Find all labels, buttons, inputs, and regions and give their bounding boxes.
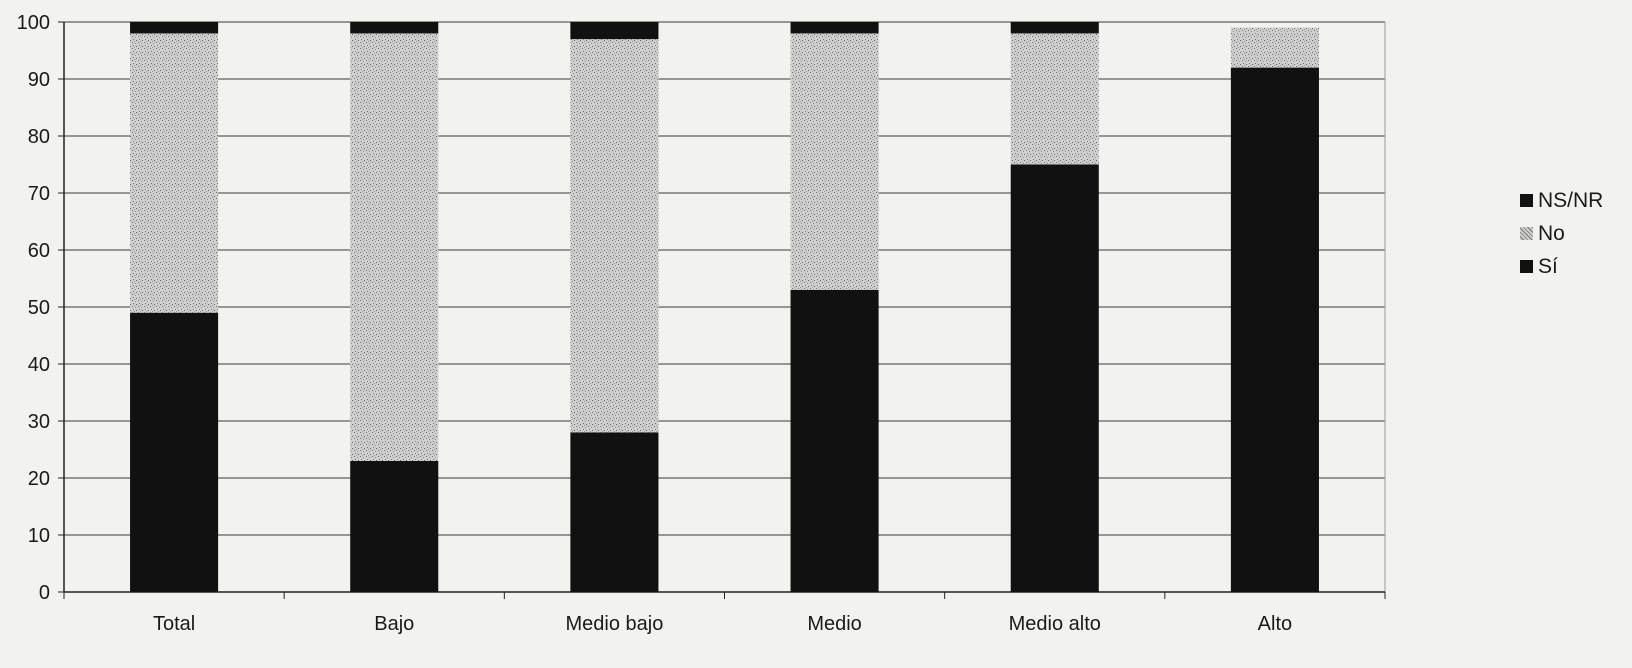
bar-segment-s--total (130, 312, 219, 592)
bar-segment-no-medio-alto (1010, 33, 1099, 165)
axes (58, 21, 1386, 599)
x-category-label: Total (153, 613, 195, 635)
bar-segment-no-medio (790, 33, 879, 290)
legend-swatch (1520, 227, 1533, 240)
legend-label: Sí (1538, 254, 1558, 278)
y-tick-label: 0 (39, 582, 50, 604)
bar-segment-s--alto (1230, 67, 1319, 593)
bar-segment-no-bajo (350, 33, 439, 461)
legend-label: No (1538, 221, 1565, 245)
legend-item: Sí (1520, 250, 1630, 283)
x-category-label: Alto (1258, 613, 1292, 635)
gridlines (64, 21, 1385, 536)
bar-segment-s--medio-alto (1010, 164, 1099, 592)
x-category-label: Medio bajo (565, 613, 663, 635)
y-tick-label: 10 (28, 525, 50, 547)
y-tick-label: 80 (28, 126, 50, 148)
bar-segment-s--medio (790, 289, 879, 592)
axis-labels: 0 10 20 30 40 50 60 70 80 90 100 Total Bajo Medio baj… (17, 12, 1293, 635)
y-tick-label: 90 (28, 69, 50, 91)
legend-swatch (1520, 194, 1533, 207)
bar-segment-ns-nr-medio-alto (1010, 22, 1099, 34)
y-tick-label: 20 (28, 468, 50, 490)
bar-segment-no-medio-bajo (570, 39, 659, 433)
y-tick-label: 30 (28, 411, 50, 433)
bar-segment-s--medio-bajo (570, 432, 659, 592)
chart-legend: NS/NR No Sí (1520, 184, 1630, 283)
y-tick-label: 70 (28, 183, 50, 205)
y-tick-label: 100 (17, 12, 50, 34)
legend-label: NS/NR (1538, 188, 1604, 212)
bar-segment-ns-nr-medio (790, 22, 879, 34)
bar-segment-s--bajo (350, 460, 439, 592)
legend-swatch (1520, 260, 1533, 273)
y-tick-label: 40 (28, 354, 50, 376)
y-tick-label: 50 (28, 297, 50, 319)
bar-segment-ns-nr-medio-bajo (570, 22, 659, 40)
legend-item: No (1520, 217, 1630, 250)
x-category-label: Medio (807, 613, 861, 635)
bars (130, 22, 1319, 593)
bar-segment-ns-nr-bajo (350, 22, 439, 34)
bar-segment-ns-nr-total (130, 22, 219, 34)
bar-segment-no-total (130, 33, 219, 313)
y-tick-label: 60 (28, 240, 50, 262)
x-category-label: Bajo (374, 613, 414, 635)
x-category-label: Medio alto (1009, 613, 1101, 635)
legend-item: NS/NR (1520, 184, 1630, 217)
bar-segment-no-alto (1230, 27, 1319, 68)
